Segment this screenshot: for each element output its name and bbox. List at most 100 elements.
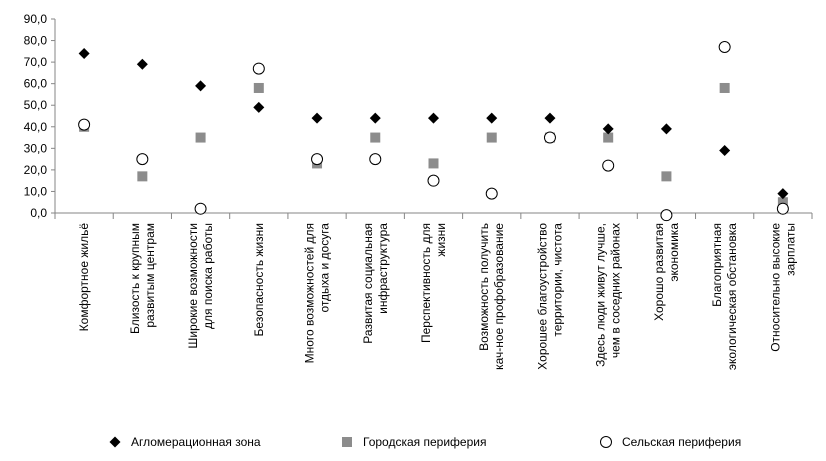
data-point-diamond	[486, 112, 498, 124]
x-category-label-line: отдыха и досуга	[318, 223, 332, 313]
data-point-diamond	[253, 101, 265, 113]
data-point-diamond	[602, 123, 614, 135]
data-point-circle	[485, 187, 498, 200]
x-category-label: Благоприятная экологическая обстановка	[710, 223, 739, 370]
legend-item: Агломерационная зона	[109, 435, 261, 449]
x-category-label: Безопасность жизни	[252, 223, 266, 336]
data-point-circle	[78, 118, 91, 131]
data-point-square	[195, 132, 206, 143]
x-category-label-line: развитым центрам	[143, 223, 157, 328]
y-axis-labels: 0,0 10,0 20,0 30,0 40,0 50,0 60,0 70,0 80,0 90,0	[24, 12, 48, 220]
data-point-circle	[776, 202, 789, 215]
data-point-square	[661, 171, 672, 182]
data-point-diamond	[369, 112, 381, 124]
y-tick-label: 40,0	[24, 120, 48, 134]
y-tick-label: 70,0	[24, 55, 48, 69]
x-category-label-line: Много возможностей для	[303, 223, 317, 363]
x-category-label: Комфортное жильё	[77, 223, 91, 332]
data-point-circle	[543, 131, 556, 144]
x-category-label-line: Перспективность для	[419, 223, 433, 343]
data-point-square	[777, 197, 788, 208]
data-point-diamond	[777, 188, 789, 200]
legend-label: Городская периферия	[363, 435, 486, 449]
x-category-label-line: экономика	[667, 223, 681, 282]
data-point-circle	[427, 174, 440, 187]
data-point-diamond	[136, 58, 148, 70]
y-tick-label: 90,0	[24, 12, 48, 26]
data-point-diamond	[311, 112, 323, 124]
data-point-square	[428, 158, 439, 169]
legend-marker-diamond	[109, 436, 121, 448]
x-category-label: Возможность получить кач-ное профобразова…	[477, 223, 506, 370]
data-point-circle	[602, 159, 615, 172]
data-point-circle	[311, 153, 324, 166]
x-category-label-line: Возможность получить	[477, 223, 491, 351]
x-category-label: Близость к крупным развитым центрам	[128, 223, 157, 334]
x-axis-category-labels: Комфортное жильё Близость к крупным развит…	[77, 223, 797, 370]
legend-label: Агломерационная зона	[131, 435, 261, 449]
data-point-diamond	[660, 123, 672, 135]
data-point-square	[719, 82, 730, 93]
data-point-circle	[194, 202, 207, 215]
x-category-label: Относительно высокие зарплаты	[768, 223, 797, 352]
series-diamond	[78, 47, 789, 200]
x-category-label-line: Комфортное жильё	[77, 223, 91, 332]
x-category-label: Хорошо развитая экономика	[652, 223, 681, 321]
x-category-label-line: Хорошо развитая	[652, 223, 666, 321]
y-tick-label: 0,0	[30, 206, 47, 220]
data-point-diamond	[195, 80, 207, 92]
legend-marker-circle	[600, 436, 612, 448]
data-point-diamond	[428, 112, 439, 124]
legend-item: Городская периферия	[342, 435, 486, 449]
x-category-label-line: Близость к крупным	[128, 223, 142, 334]
legend-item: Сельская периферия	[600, 435, 741, 449]
x-category-label: Здесь люди живут лучше, чем в соседних ра…	[594, 223, 623, 367]
x-category-label: Развитая социальная инфраструктура	[361, 223, 390, 344]
legend: Агломерационная зона Городская периферия С…	[109, 435, 741, 449]
data-point-diamond	[719, 144, 731, 156]
data-point-circle	[136, 153, 149, 166]
y-tick-label: 20,0	[24, 163, 48, 177]
x-category-label-line: Безопасность жизни	[252, 223, 266, 336]
series-square	[79, 82, 788, 208]
x-category-label-line: жизни	[434, 223, 448, 257]
x-category-label-line: Хорошее благоустройство	[535, 223, 549, 370]
series-circle	[78, 41, 789, 222]
x-category-label-line: инфраструктура	[376, 223, 390, 314]
x-category-label: Перспективность для жизни	[419, 223, 448, 343]
x-category-label-line: Развитая социальная	[361, 223, 375, 344]
x-category-label-line: Относительно высокие	[768, 223, 782, 352]
y-tick-label: 50,0	[24, 98, 48, 112]
x-category-label-line: Широкие возможности	[186, 223, 200, 349]
data-point-square	[370, 132, 381, 143]
y-tick-label: 10,0	[24, 184, 48, 198]
x-category-label-line: для поиска работы	[201, 223, 215, 329]
legend-label: Сельская периферия	[622, 435, 741, 449]
data-point-square	[603, 132, 614, 143]
y-tick-label: 60,0	[24, 77, 48, 91]
data-point-diamond	[78, 47, 90, 59]
data-point-square	[253, 82, 264, 93]
x-category-label-line: кач-ное профобразование	[492, 223, 506, 370]
chart-axes	[51, 18, 813, 219]
x-category-label: Хорошее благоустройство территории, чисто…	[535, 223, 564, 370]
x-category-label: Много возможностей для отдыха и досуга	[303, 223, 332, 364]
x-category-label-line: Благоприятная	[710, 223, 724, 307]
legend-marker-square	[342, 437, 352, 447]
x-category-label-line: территории, чистота	[550, 223, 564, 337]
y-tick-label: 80,0	[24, 34, 48, 48]
x-category-label-line: экологическая обстановка	[725, 223, 739, 370]
x-category-label-line: Здесь люди живут лучше,	[594, 223, 608, 367]
data-point-diamond	[544, 112, 556, 124]
x-category-label-line: чем в соседних районах	[609, 223, 623, 358]
data-point-circle	[252, 62, 265, 75]
data-point-circle	[718, 41, 731, 54]
x-category-label: Широкие возможности для поиска работы	[186, 223, 215, 349]
data-point-square	[486, 132, 497, 143]
y-tick-label: 30,0	[24, 141, 48, 155]
data-point-circle	[369, 153, 382, 166]
data-points	[78, 41, 789, 222]
data-point-square	[137, 171, 148, 182]
x-category-label-line: зарплаты	[783, 223, 797, 276]
